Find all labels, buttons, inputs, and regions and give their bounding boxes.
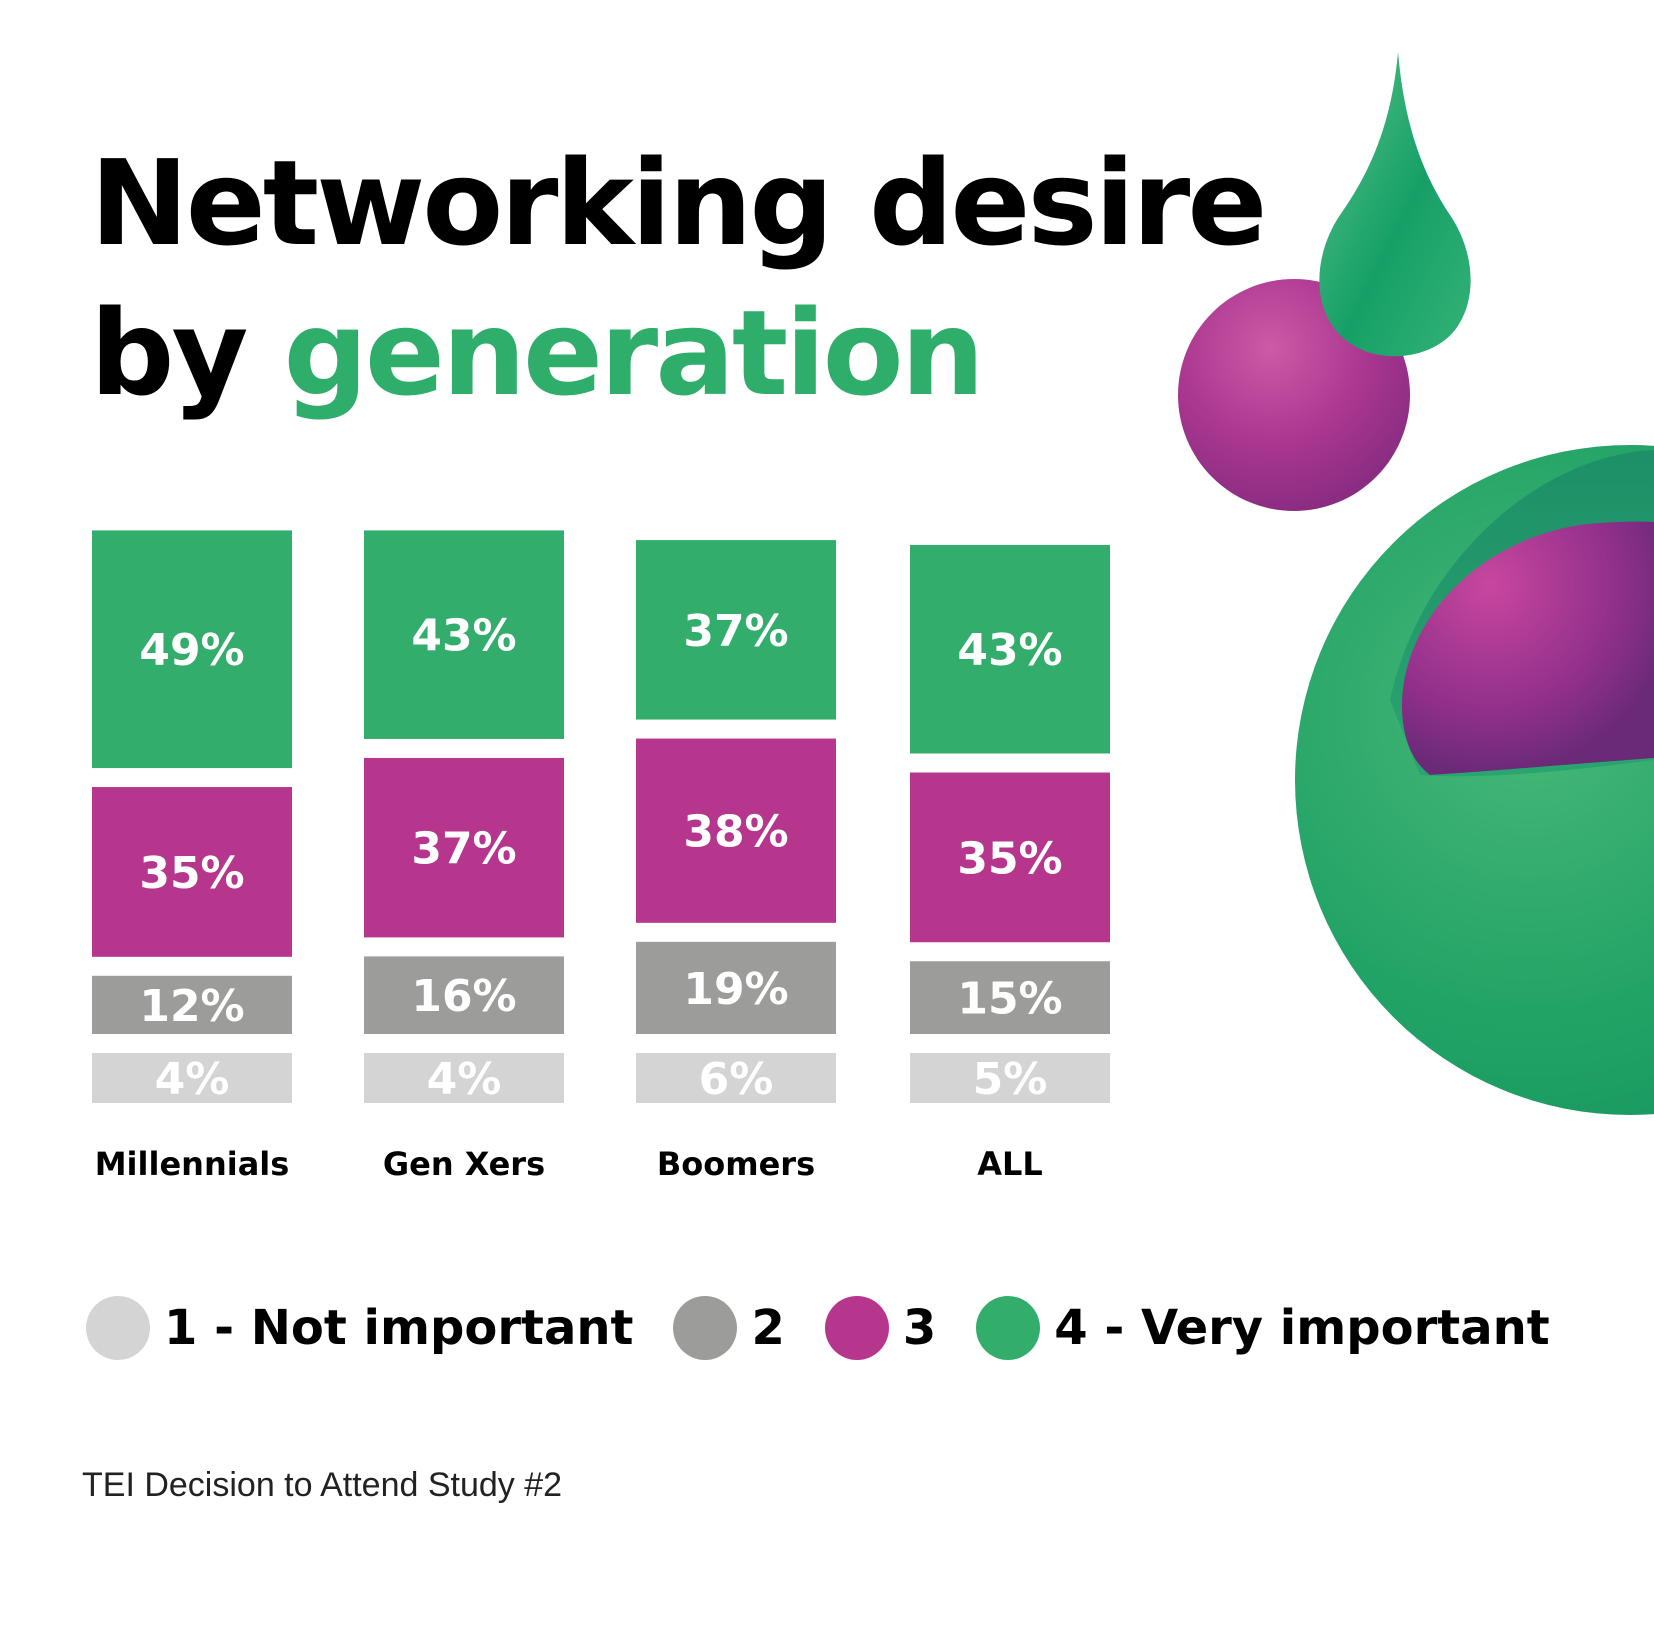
bar-segment xyxy=(364,530,564,739)
bar-segment xyxy=(92,530,292,769)
bar-value-label: 4% xyxy=(427,1054,502,1105)
bar-segment xyxy=(636,540,836,720)
bar-segment xyxy=(92,1053,292,1103)
bar-value-label: 15% xyxy=(957,974,1062,1025)
legend-label: 4 - Very important xyxy=(1054,1300,1550,1356)
bar-segment xyxy=(910,772,1110,943)
bar-value-label: 37% xyxy=(411,824,516,875)
green-droplet xyxy=(1319,52,1471,357)
legend-label: 3 xyxy=(902,1300,937,1356)
bar-segment xyxy=(92,787,292,957)
legend-swatch xyxy=(86,1296,150,1360)
bar-value-label: 49% xyxy=(139,625,244,676)
legend-item: 3 xyxy=(824,1296,937,1360)
title-line-1: Networking desire xyxy=(90,134,1267,272)
legend-swatch xyxy=(976,1296,1041,1360)
bar-value-label: 35% xyxy=(139,848,244,899)
category-label: ALL xyxy=(977,1145,1043,1183)
bar-value-label: 43% xyxy=(957,625,1062,676)
bar-value-label: 19% xyxy=(683,964,788,1015)
legend-item: 2 xyxy=(673,1296,785,1360)
title-by: by xyxy=(90,284,284,422)
bar-value-label: 37% xyxy=(683,606,788,657)
legend-item: 4 - Very important xyxy=(976,1296,1550,1360)
bar-segment xyxy=(92,975,292,1034)
source-note: TEI Decision to Attend Study #2 xyxy=(82,1466,563,1504)
bar-value-label: 35% xyxy=(957,833,1062,884)
bar-value-label: 43% xyxy=(411,611,516,662)
category-label: Gen Xers xyxy=(383,1145,545,1183)
bar-value-label: 4% xyxy=(155,1054,230,1105)
category-label: Millennials xyxy=(95,1145,290,1183)
bar-segment xyxy=(636,1053,836,1103)
bar-value-label: 12% xyxy=(139,981,244,1032)
bar-segment xyxy=(364,956,564,1034)
bar-segment xyxy=(910,1053,1110,1103)
bar-value-label: 5% xyxy=(973,1054,1048,1105)
category-label: Boomers xyxy=(657,1145,815,1183)
chart-title: Networking desire by generation xyxy=(90,128,1267,428)
bar-value-label: 16% xyxy=(411,971,516,1022)
bar-segment xyxy=(910,961,1110,1034)
bar-segment xyxy=(636,738,836,923)
legend-label: 2 xyxy=(751,1300,785,1356)
bar-segment xyxy=(364,757,564,938)
chart-legend: 1 - Not important 2 3 4 - Very important xyxy=(86,1296,1590,1360)
legend-item: 1 - Not important xyxy=(86,1296,633,1360)
bar-value-label: 38% xyxy=(683,807,788,858)
legend-swatch xyxy=(673,1296,738,1360)
bar-segment xyxy=(636,941,836,1034)
legend-label: 1 - Not important xyxy=(164,1300,634,1356)
magenta-inner-sphere xyxy=(1401,521,1654,775)
bar-value-label: 6% xyxy=(699,1054,774,1105)
legend-swatch xyxy=(824,1296,889,1360)
bar-segment xyxy=(910,544,1110,754)
bar-segment xyxy=(364,1053,564,1103)
title-accent-word: generation xyxy=(283,284,984,422)
